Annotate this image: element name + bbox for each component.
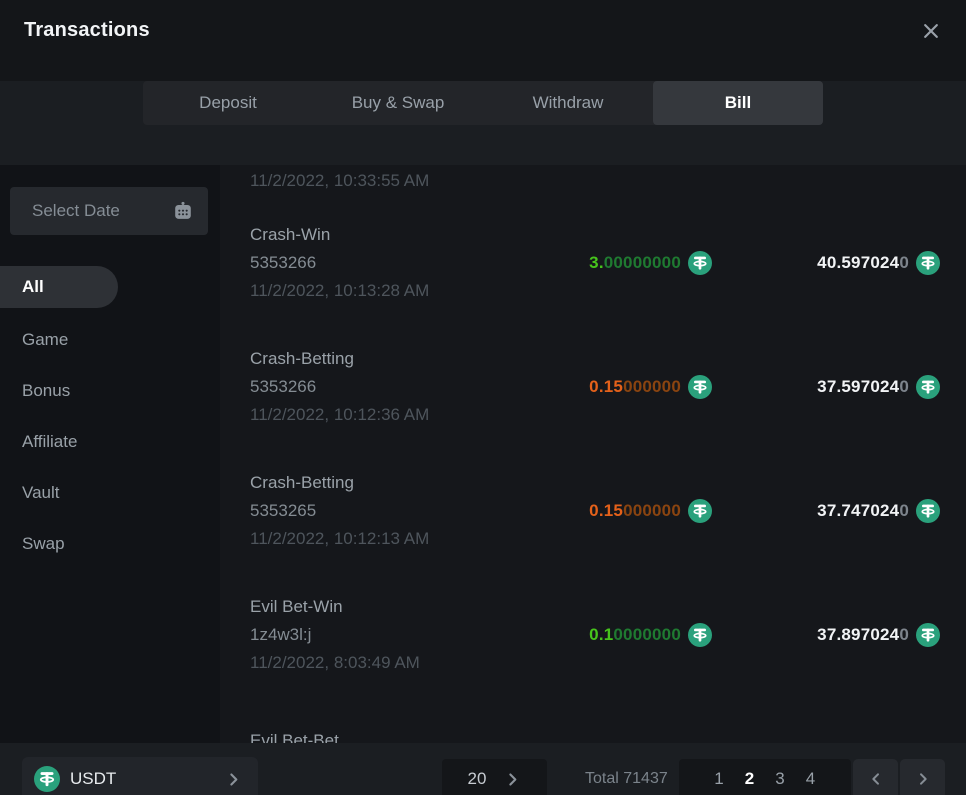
table-row: Crash-Betting 5353266 11/2/2022, 10:12:3…	[220, 325, 966, 449]
transaction-time: 11/2/2022, 10:33:55 AM	[250, 171, 430, 190]
transaction-time: 11/2/2022, 8:03:49 AM	[250, 653, 420, 672]
page-button-2[interactable]: 2	[744, 769, 755, 788]
page-size-select[interactable]: 20	[442, 759, 547, 795]
transaction-time: 11/2/2022, 10:12:36 AM	[250, 405, 430, 424]
date-filter-placeholder: Select Date	[32, 201, 120, 220]
transaction-time: 11/2/2022, 10:12:13 AM	[250, 529, 430, 548]
transaction-name: Crash-Betting	[250, 349, 354, 368]
transaction-balance: 37.8970240	[817, 625, 909, 644]
transaction-amount: 0.15000000	[589, 377, 681, 396]
modal-footer: USDT 20 Total 71437 1 2 3 4	[0, 743, 966, 795]
transaction-name: Evil Bet-Win	[250, 597, 343, 616]
transaction-balance: 37.7470240	[817, 501, 909, 520]
total-count: Total 71437	[585, 770, 668, 787]
tether-icon	[688, 251, 712, 275]
tether-icon	[688, 623, 712, 647]
transaction-name: Evil Bet-Bet	[250, 731, 339, 743]
filter-swap[interactable]: Swap	[22, 534, 65, 553]
next-page-button[interactable]	[900, 759, 945, 795]
tether-icon	[688, 375, 712, 399]
tether-icon	[34, 766, 60, 792]
currency-select-button[interactable]: USDT	[22, 757, 258, 795]
transaction-balance: 40.5970240	[817, 253, 909, 272]
transaction-amount: 0.15000000	[589, 501, 681, 520]
tether-icon	[916, 251, 940, 275]
tether-icon	[916, 623, 940, 647]
transaction-id: 5353266	[250, 253, 317, 272]
date-filter[interactable]: Select Date	[10, 187, 208, 235]
currency-label: USDT	[70, 769, 117, 788]
table-row: 11/2/2022, 10:33:55 AM	[220, 165, 966, 201]
page-size-value: 20	[467, 769, 487, 788]
table-row: Crash-Betting 5353265 11/2/2022, 10:12:1…	[220, 449, 966, 573]
page-button-1[interactable]: 1	[714, 769, 724, 788]
tab-withdraw[interactable]: Withdraw	[532, 93, 604, 112]
pagination: 1 2 3 4	[678, 759, 851, 795]
transaction-name: Crash-Win	[250, 225, 331, 244]
table-row: Evil Bet-Win 1z4w3l:j 11/2/2022, 8:03:49…	[220, 573, 966, 697]
filter-list: All Game Bonus Affiliate Vault Swap	[0, 266, 220, 556]
tab-deposit[interactable]: Deposit	[199, 93, 257, 112]
filter-bonus[interactable]: Bonus	[22, 381, 71, 400]
modal-body: Select Date All Game Bonus Affiliate Vau…	[0, 165, 966, 743]
prev-page-button[interactable]	[853, 759, 898, 795]
transaction-amount: 0.10000000	[589, 625, 681, 644]
page-button-3[interactable]: 3	[775, 769, 785, 788]
tether-icon	[916, 499, 940, 523]
table-row: Crash-Win 5353266 11/2/2022, 10:13:28 AM…	[220, 201, 966, 325]
filter-sidebar: Select Date All Game Bonus Affiliate Vau…	[0, 165, 220, 743]
calendar-icon	[172, 200, 194, 222]
tether-icon	[916, 375, 940, 399]
tether-icon	[688, 499, 712, 523]
filter-all[interactable]: All	[0, 266, 118, 308]
table-row: Evil Bet-Bet	[220, 697, 966, 743]
tab-bar: Deposit Buy & Swap Withdraw Bill	[143, 81, 823, 125]
filter-game[interactable]: Game	[22, 330, 69, 349]
tab-band: Deposit Buy & Swap Withdraw Bill	[0, 81, 966, 165]
page-button-4[interactable]: 4	[805, 769, 816, 788]
transaction-list[interactable]: 11/2/2022, 10:33:55 AM Crash-Win 5353266…	[220, 165, 966, 743]
chevron-right-icon	[504, 771, 521, 788]
filter-affiliate[interactable]: Affiliate	[22, 432, 78, 451]
pagination-arrows	[853, 759, 945, 795]
transaction-id: 5353266	[250, 377, 317, 396]
chevron-left-icon	[868, 771, 884, 787]
filter-vault[interactable]: Vault	[22, 483, 60, 502]
chevron-right-icon	[915, 771, 931, 787]
modal-header: Transactions	[0, 0, 966, 61]
tab-bill[interactable]: Bill	[653, 81, 823, 125]
transaction-balance: 37.5970240	[817, 377, 909, 396]
transaction-name: Crash-Betting	[250, 473, 354, 492]
transaction-id: 5353265	[250, 501, 317, 520]
page-title: Transactions	[24, 19, 150, 41]
transaction-time: 11/2/2022, 10:13:28 AM	[250, 281, 430, 300]
transaction-amount: 3.00000000	[589, 253, 681, 272]
close-icon[interactable]	[918, 18, 944, 44]
transaction-id: 1z4w3l:j	[250, 625, 312, 644]
chevron-right-icon	[225, 771, 242, 788]
tab-buy-swap[interactable]: Buy & Swap	[351, 93, 445, 112]
